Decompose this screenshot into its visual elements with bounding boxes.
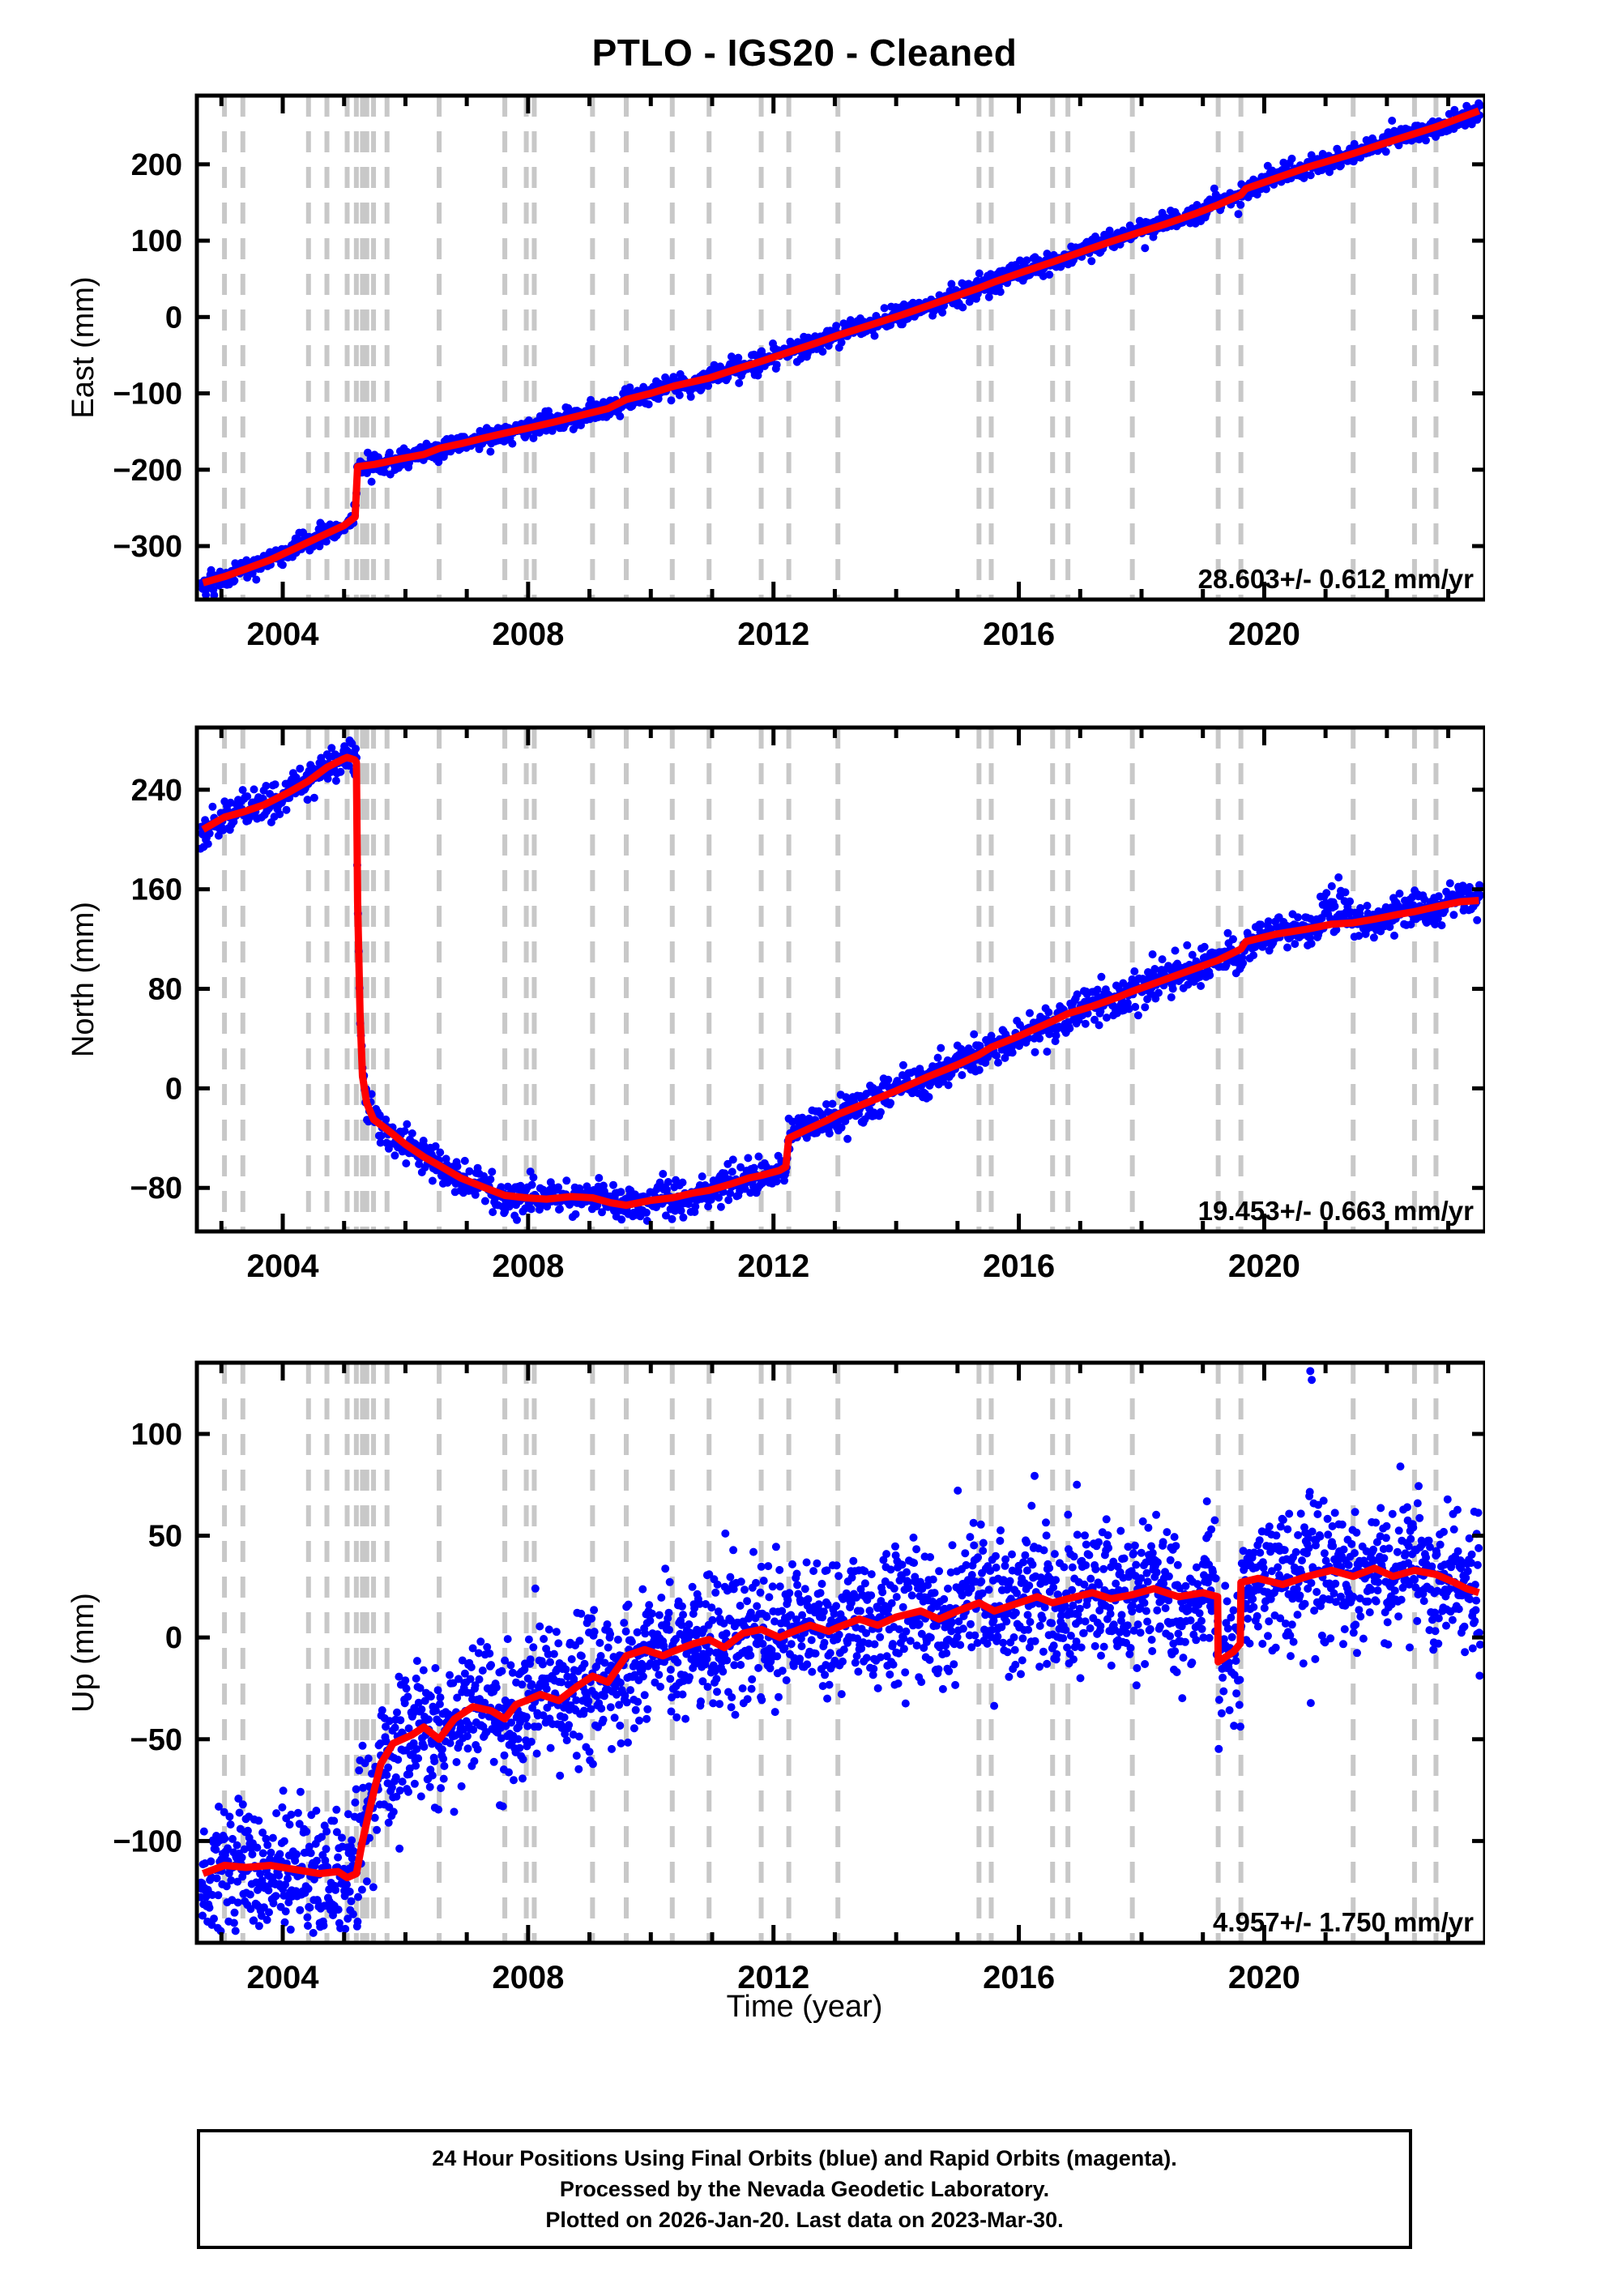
y-tick-label: 100 [131,224,182,258]
x-tick-label: 2012 [737,1960,809,1995]
rate-annotation-up: 4.957+/- 1.750 mm/yr [1213,1907,1474,1937]
x-tick-label: 2008 [492,1248,564,1284]
x-tick-label: 2020 [1228,1248,1300,1284]
y-axis-label-north: North (mm) [66,902,100,1057]
x-tick-label: 2020 [1228,1960,1300,1995]
y-tick-label: 0 [165,1621,182,1655]
x-tick-label: 2008 [492,617,564,652]
x-tick-label: 2016 [983,1248,1055,1284]
scatter-cloud [197,1367,1484,1943]
y-tick-label: −100 [113,1824,182,1859]
x-tick-label: 2012 [737,617,809,652]
x-tick-label: 2016 [983,1960,1055,1995]
rate-annotation-north: 19.453+/- 0.663 mm/yr [1198,1196,1474,1226]
y-axis-label-up: Up (mm) [66,1593,100,1713]
chart-svg-up: −100 −50 0 50 100 2004 2008 2012 2016 2020 4.957+/… [66,1360,1485,1995]
x-tick-label: 2008 [492,1960,564,1995]
x-tick-label: 2016 [983,617,1055,652]
y-tick-label: −300 [113,530,182,564]
y-tick-label: 0 [165,1072,182,1106]
y-tick-label: 160 [131,873,182,907]
x-axis-label: Time (year) [726,1990,883,2024]
y-tick-label: 50 [148,1520,182,1554]
scatter-cloud [197,736,1484,1225]
trend-line-east [202,107,1480,587]
y-tick-label: 100 [131,1418,182,1452]
data-points-north [197,736,1484,1225]
y-tick-label: −80 [130,1171,182,1206]
footer-note-box: 24 Hour Positions Using Final Orbits (bl… [197,2129,1412,2249]
x-tick-label: 2004 [247,617,320,652]
y-tick-label: 240 [131,774,182,808]
plot-frame-east [194,93,1485,602]
rate-annotation-east: 28.603+/- 0.612 mm/yr [1198,564,1474,594]
chart-svg-north: −80 0 80 160 240 2004 2008 2012 2016 2020 19.453+/… [66,725,1485,1284]
y-axis-label-east: East (mm) [66,276,100,418]
x-tick-label: 2012 [737,1248,809,1284]
footer-line-3: Plotted on 2026-Jan-20. Last data on 202… [545,2208,1064,2233]
chart-panel-up: −100 −50 0 50 100 2004 2008 2012 2016 2020 4.957+/… [66,1360,1485,2040]
chart-panel-north: −80 0 80 160 240 2004 2008 2012 2016 2020 19.453+/… [66,725,1485,1329]
x-tick-label: 2004 [247,1248,320,1284]
y-tick-label: −50 [130,1723,182,1757]
data-points-up [197,1367,1484,1943]
y-tick-label: 200 [131,148,182,182]
y-tick-label: 80 [148,973,182,1007]
y-tick-label: 0 [165,301,182,335]
page-title: PTLO - IGS20 - Cleaned [591,32,1018,74]
trend-line-up [201,1564,1480,1882]
plot-frame-north [194,725,1485,1234]
footer-line-1: 24 Hour Positions Using Final Orbits (bl… [432,2145,1177,2170]
x-tick-label: 2020 [1228,617,1300,652]
x-tick-label: 2004 [247,1960,320,1995]
chart-panel-east: −300 −200 −100 0 100 200 2004 2008 2012 2016 2020 2… [66,93,1485,697]
chart-svg-east: −300 −200 −100 0 100 200 2004 2008 2012 2016 2020 2… [66,93,1485,652]
trend-line-north [201,753,1479,1210]
event-lines-north [222,728,1439,1231]
footer-line-2: Processed by the Nevada Geodetic Laborat… [559,2176,1050,2201]
y-tick-label: −200 [113,454,182,488]
y-tick-label: −100 [113,378,182,412]
plot-frame-up [194,1360,1485,1945]
